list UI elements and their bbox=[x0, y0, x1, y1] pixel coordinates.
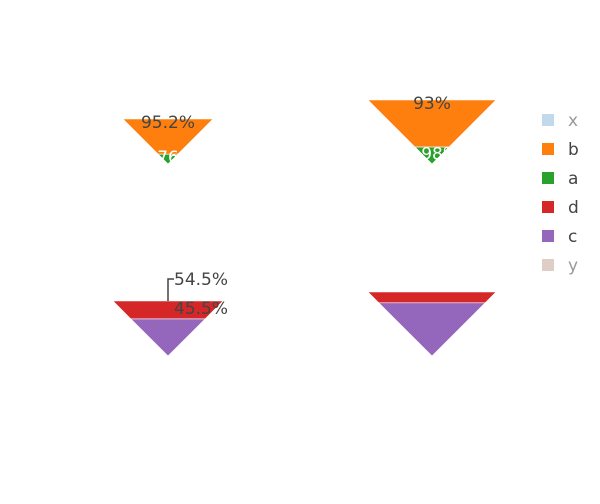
legend-label-y: y bbox=[568, 256, 578, 276]
legend-swatch-b bbox=[542, 143, 554, 155]
legend-item-a[interactable]: a bbox=[542, 169, 578, 189]
legend-label-a: a bbox=[568, 169, 578, 189]
legend-item-c[interactable]: c bbox=[542, 227, 577, 247]
funnel-1-slice-a bbox=[157, 153, 179, 165]
legend-item-b[interactable]: b bbox=[542, 140, 579, 160]
funnel-3: 54.5% 45.5% bbox=[112, 270, 228, 357]
legend-item-x[interactable]: x bbox=[542, 111, 578, 131]
legend-label-c: c bbox=[568, 227, 577, 247]
funnel-3-label-d: 54.5% bbox=[174, 270, 228, 290]
legend-swatch-y bbox=[542, 259, 554, 271]
funnel-4-slice-c bbox=[378, 302, 486, 357]
funnel-1: 95.2% 4.76% bbox=[122, 113, 214, 168]
legend-swatch-c bbox=[542, 230, 554, 242]
legend-swatch-d bbox=[542, 201, 554, 213]
legend-swatch-a bbox=[542, 172, 554, 184]
funnel-2-label-a: 6.98% bbox=[405, 145, 459, 165]
legend-item-d[interactable]: d bbox=[542, 198, 579, 218]
funnel-4-slice-d bbox=[367, 291, 497, 304]
funnel-panels: 95.2% 4.76% 93% 6.98% 54.5% 45.5% bbox=[112, 94, 497, 357]
funnel-2-label-b: 93% bbox=[413, 94, 451, 114]
funnel-3-label-c: 45.5% bbox=[174, 299, 228, 319]
legend-label-d: d bbox=[568, 198, 579, 218]
legend-label-b: b bbox=[568, 140, 579, 160]
funnel-2: 93% 6.98% bbox=[367, 94, 497, 165]
legend-item-y[interactable]: y bbox=[542, 256, 578, 276]
funnel-4 bbox=[367, 291, 497, 357]
funnel-3-slice-c bbox=[130, 318, 206, 357]
legend-label-x: x bbox=[568, 111, 578, 131]
legend-swatch-x bbox=[542, 114, 554, 126]
funnel-3-callout-line bbox=[167, 278, 174, 301]
funnel-1-label-b: 95.2% bbox=[141, 113, 195, 133]
funnel-2-slice-a bbox=[414, 146, 450, 165]
funnel-1-label-a: 4.76% bbox=[141, 148, 195, 168]
